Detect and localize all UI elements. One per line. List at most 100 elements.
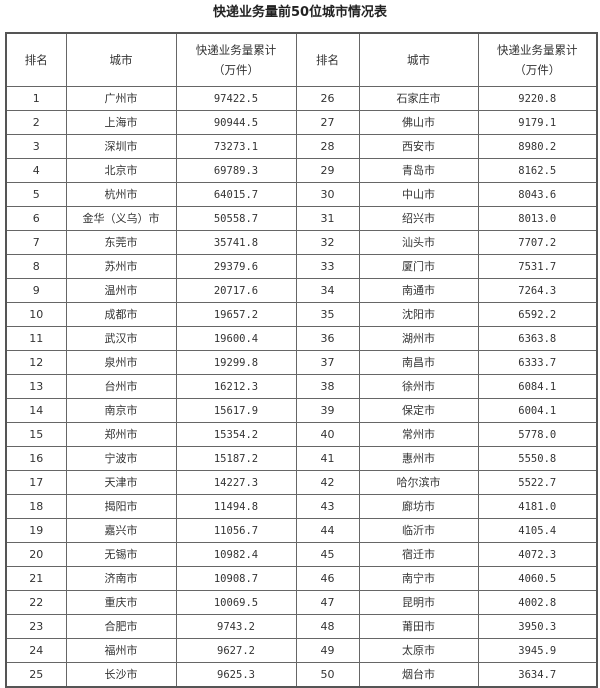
city-cell: 青岛市 xyxy=(358,158,479,183)
volume-cell: 15617.9 xyxy=(175,398,297,423)
volume-cell: 64015.7 xyxy=(175,182,297,207)
volume-cell: 6592.2 xyxy=(477,302,598,327)
header-row: 排名 城市 快递业务量累计 （万件） 排名 城市 快递业务量累计 （万件） xyxy=(5,32,598,87)
rank-cell: 2 xyxy=(5,110,67,135)
volume-cell: 19299.8 xyxy=(175,350,297,375)
rank-cell: 40 xyxy=(295,422,360,447)
header-volume-line1: 快递业务量累计 xyxy=(497,43,578,57)
volume-cell: 6333.7 xyxy=(477,350,598,375)
table-title: 快递业务量前50位城市情况表 xyxy=(212,5,388,20)
rank-cell: 7 xyxy=(5,230,67,255)
city-cell: 宿迁市 xyxy=(358,542,479,567)
city-cell: 厦门市 xyxy=(358,254,479,279)
volume-cell: 4105.4 xyxy=(477,518,598,543)
rank-cell: 15 xyxy=(5,422,67,447)
rank-cell: 26 xyxy=(295,86,360,111)
table-row: 19 嘉兴市 11056.7 44 临沂市 4105.4 xyxy=(5,518,598,543)
table-row: 24 福州市 9627.2 49 太原市 3945.9 xyxy=(5,638,598,663)
rank-cell: 41 xyxy=(295,446,360,471)
city-cell: 沈阳市 xyxy=(358,302,479,327)
rank-cell: 37 xyxy=(295,350,360,375)
city-cell: 深圳市 xyxy=(65,134,177,159)
city-cell: 苏州市 xyxy=(65,254,177,279)
table-row: 17 天津市 14227.3 42 哈尔滨市 5522.7 xyxy=(5,470,598,495)
header-volume-unit: （万件） xyxy=(514,63,561,77)
header-rank: 排名 xyxy=(5,32,67,87)
volume-cell: 29379.6 xyxy=(175,254,297,279)
table-row: 2 上海市 90944.5 27 佛山市 9179.1 xyxy=(5,110,598,135)
rank-cell: 38 xyxy=(295,374,360,399)
rank-cell: 49 xyxy=(295,638,360,663)
header-volume: 快递业务量累计 （万件） xyxy=(175,32,297,87)
volume-cell: 8980.2 xyxy=(477,134,598,159)
rank-cell: 45 xyxy=(295,542,360,567)
rank-cell: 6 xyxy=(5,206,67,231)
rank-cell: 21 xyxy=(5,566,67,591)
city-cell: 徐州市 xyxy=(358,374,479,399)
volume-cell: 16212.3 xyxy=(175,374,297,399)
volume-cell: 6084.1 xyxy=(477,374,598,399)
volume-cell: 7531.7 xyxy=(477,254,598,279)
city-cell: 莆田市 xyxy=(358,614,479,639)
volume-cell: 9625.3 xyxy=(175,662,297,688)
volume-cell: 6363.8 xyxy=(477,326,598,351)
city-cell: 南宁市 xyxy=(358,566,479,591)
volume-cell: 9743.2 xyxy=(175,614,297,639)
volume-cell: 14227.3 xyxy=(175,470,297,495)
volume-cell: 20717.6 xyxy=(175,278,297,303)
city-cell: 长沙市 xyxy=(65,662,177,688)
rank-cell: 25 xyxy=(5,662,67,688)
table-row: 18 揭阳市 11494.8 43 廊坊市 4181.0 xyxy=(5,494,598,519)
city-cell: 保定市 xyxy=(358,398,479,423)
table-row: 21 济南市 10908.7 46 南宁市 4060.5 xyxy=(5,566,598,591)
volume-cell: 5550.8 xyxy=(477,446,598,471)
city-cell: 南通市 xyxy=(358,278,479,303)
city-cell: 成都市 xyxy=(65,302,177,327)
table-row: 5 杭州市 64015.7 30 中山市 8043.6 xyxy=(5,182,598,207)
volume-cell: 9220.8 xyxy=(477,86,598,111)
header-rank: 排名 xyxy=(295,32,360,87)
rank-cell: 42 xyxy=(295,470,360,495)
table-row: 9 温州市 20717.6 34 南通市 7264.3 xyxy=(5,278,598,303)
city-cell: 郑州市 xyxy=(65,422,177,447)
rank-cell: 22 xyxy=(5,590,67,615)
table-row: 14 南京市 15617.9 39 保定市 6004.1 xyxy=(5,398,598,423)
city-cell: 宁波市 xyxy=(65,446,177,471)
rank-cell: 9 xyxy=(5,278,67,303)
header-volume: 快递业务量累计 （万件） xyxy=(477,32,598,87)
city-cell: 湖州市 xyxy=(358,326,479,351)
table-row: 16 宁波市 15187.2 41 惠州市 5550.8 xyxy=(5,446,598,471)
city-cell: 中山市 xyxy=(358,182,479,207)
city-cell: 西安市 xyxy=(358,134,479,159)
city-cell: 济南市 xyxy=(65,566,177,591)
table-row: 15 郑州市 15354.2 40 常州市 5778.0 xyxy=(5,422,598,447)
city-cell: 昆明市 xyxy=(358,590,479,615)
city-cell: 揭阳市 xyxy=(65,494,177,519)
city-cell: 南京市 xyxy=(65,398,177,423)
volume-cell: 8162.5 xyxy=(477,158,598,183)
volume-cell: 4181.0 xyxy=(477,494,598,519)
volume-cell: 10069.5 xyxy=(175,590,297,615)
rank-cell: 11 xyxy=(5,326,67,351)
rank-cell: 28 xyxy=(295,134,360,159)
rank-cell: 31 xyxy=(295,206,360,231)
volume-cell: 19657.2 xyxy=(175,302,297,327)
volume-cell: 7707.2 xyxy=(477,230,598,255)
rank-cell: 1 xyxy=(5,86,67,111)
rank-cell: 5 xyxy=(5,182,67,207)
volume-cell: 5522.7 xyxy=(477,470,598,495)
city-cell: 温州市 xyxy=(65,278,177,303)
city-cell: 北京市 xyxy=(65,158,177,183)
rank-cell: 27 xyxy=(295,110,360,135)
rank-cell: 43 xyxy=(295,494,360,519)
rank-cell: 50 xyxy=(295,662,360,688)
volume-cell: 15187.2 xyxy=(175,446,297,471)
volume-cell: 11494.8 xyxy=(175,494,297,519)
volume-cell: 35741.8 xyxy=(175,230,297,255)
header-city: 城市 xyxy=(65,32,177,87)
city-cell: 绍兴市 xyxy=(358,206,479,231)
city-cell: 廊坊市 xyxy=(358,494,479,519)
rank-cell: 32 xyxy=(295,230,360,255)
volume-cell: 90944.5 xyxy=(175,110,297,135)
volume-cell: 73273.1 xyxy=(175,134,297,159)
